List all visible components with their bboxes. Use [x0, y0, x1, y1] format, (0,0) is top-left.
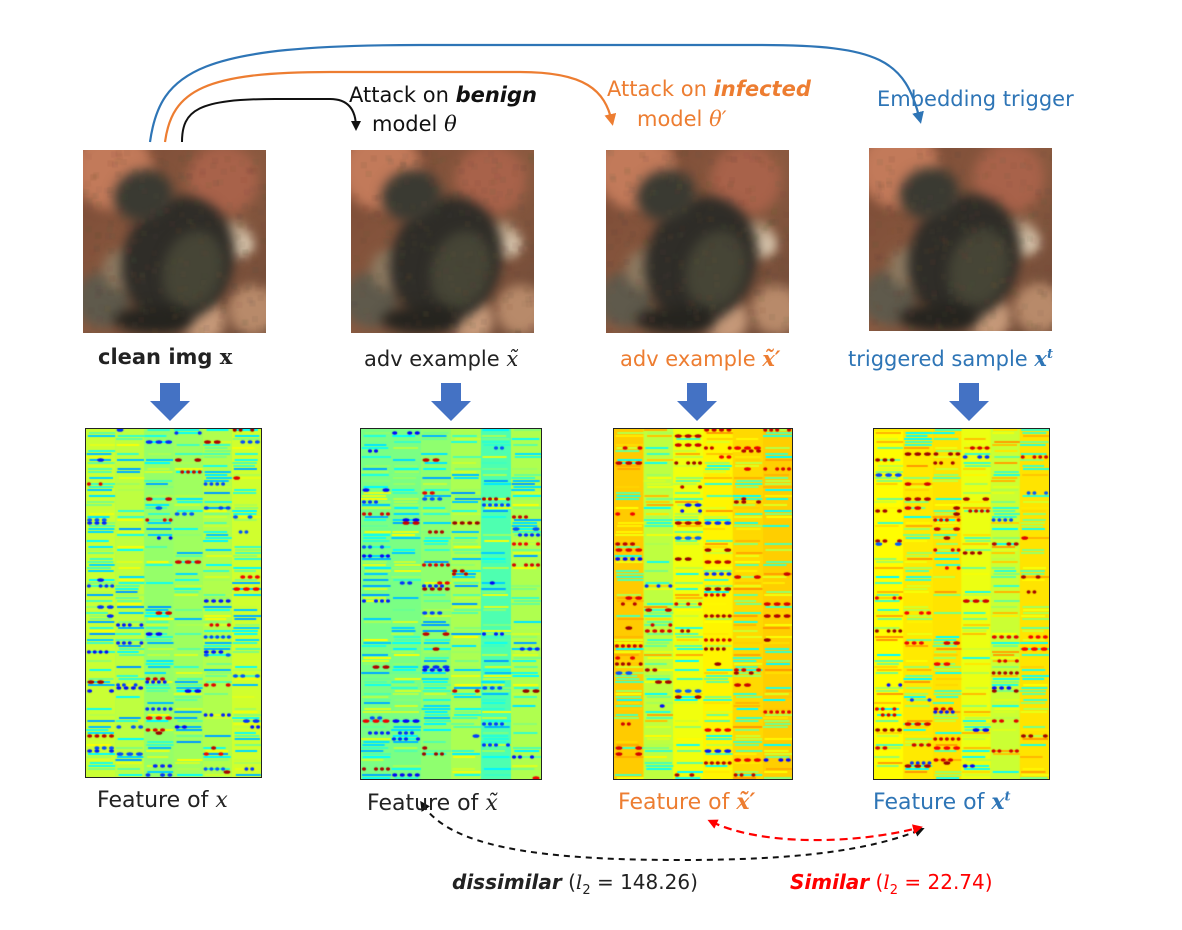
clean-image	[83, 150, 266, 333]
benign-attack-label: Attack on benign	[349, 83, 537, 107]
thumb-canvas	[606, 150, 789, 333]
trigger-arrow	[148, 43, 924, 143]
triggered-sample-image	[869, 148, 1052, 331]
benign-attack-arrow	[181, 98, 361, 143]
infected-model-label: model θ′	[637, 107, 727, 131]
feature-map-adv-infected	[613, 428, 793, 780]
feature-map-adv-benign	[360, 428, 542, 780]
feature-label-clean: Feature of x	[97, 788, 228, 813]
similar-label: Similar (l2 = 22.74)	[790, 870, 993, 898]
feature-map-adv-benign-canvas	[361, 429, 541, 779]
feature-label-adv-infected: Feature of x̃′	[618, 789, 756, 815]
similar-arrow	[707, 819, 923, 842]
thumb-canvas	[83, 150, 266, 333]
feature-map-clean-canvas	[86, 429, 261, 777]
thumb-canvas	[869, 148, 1052, 331]
trigger-label: Embedding trigger	[877, 87, 1074, 111]
feature-map-adv-infected-canvas	[614, 429, 792, 779]
feature-map-clean	[85, 428, 262, 778]
benign-model-label: model θ	[372, 112, 457, 136]
down-arrow-4	[949, 383, 989, 421]
infected-attack-label: Attack on infected	[607, 77, 811, 101]
dissimilar-arrow	[420, 800, 925, 862]
feature-map-triggered-canvas	[874, 429, 1049, 779]
down-arrow-2	[431, 383, 471, 421]
adv-example-benign-image	[351, 150, 534, 333]
caption-triggered: triggered sample xt	[848, 346, 1053, 371]
feature-label-adv-benign: Feature of x̃	[367, 791, 498, 816]
caption-clean: clean img x	[98, 344, 233, 369]
feature-label-triggered: Feature of xt	[873, 789, 1011, 815]
caption-adv-infected: adv example x̃′	[620, 346, 781, 371]
down-arrow-3	[677, 383, 717, 421]
feature-map-triggered	[873, 428, 1050, 780]
adv-example-infected-image	[606, 150, 789, 333]
down-arrow-1	[150, 383, 190, 421]
caption-adv-benign: adv example x̃	[364, 347, 519, 371]
infected-attack-arrow	[163, 70, 617, 143]
thumb-canvas	[351, 150, 534, 333]
dissimilar-label: dissimilar (l2 = 148.26)	[452, 870, 698, 898]
